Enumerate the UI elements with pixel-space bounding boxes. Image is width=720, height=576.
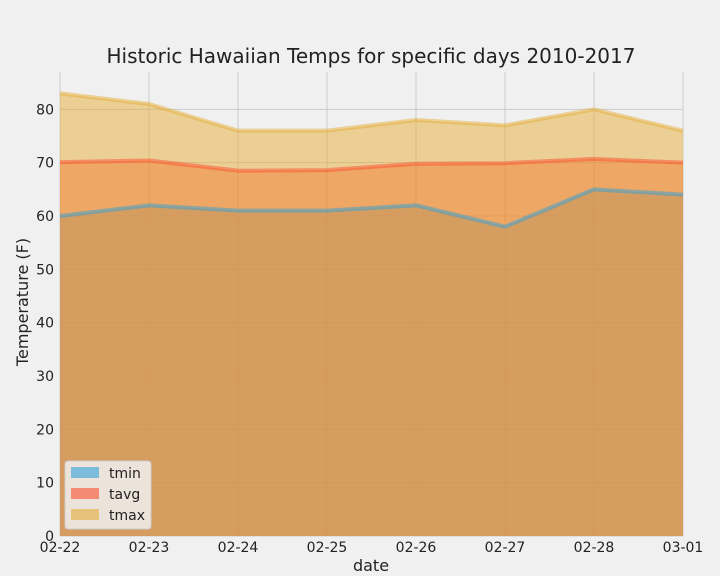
y-tick-label: 20 [36,422,54,438]
legend-swatch-tavg [71,488,99,499]
x-tick-label: 02-28 [574,540,615,556]
x-axis-label: date [353,556,389,575]
chart-title: Historic Hawaiian Temps for specific day… [107,44,636,68]
line-tmin [59,187,684,229]
line-tavg [59,156,684,173]
y-axis-label: Temperature (F) [13,238,32,367]
x-tick-label: 02-27 [485,540,526,556]
legend-label-tavg: tavg [109,487,140,503]
y-tick-label: 40 [36,316,54,332]
legend: tmin tavg tmax [64,460,152,530]
x-tick-label: 03-01 [663,540,704,556]
y-tick-label: 60 [36,209,54,225]
y-tick-label: 10 [36,476,54,492]
area-tmax [60,93,683,536]
y-tick-label: 80 [36,102,54,118]
x-tick-label: 02-26 [396,540,437,556]
x-tick-label: 02-24 [218,540,259,556]
y-tick-label: 0 [45,529,54,545]
legend-label-tmax: tmax [109,508,145,524]
x-tick-label: 02-23 [129,540,170,556]
legend-swatch-tmin [71,467,99,478]
line-tmax [59,91,684,133]
x-tick-label: 02-22 [40,540,81,556]
x-tick-label: 02-25 [307,540,348,556]
legend-label-tmin: tmin [109,466,141,482]
y-tick-label: 70 [36,156,54,172]
legend-swatch-tmax [71,509,99,520]
y-tick-label: 50 [36,262,54,278]
y-tick-label: 30 [36,369,54,385]
